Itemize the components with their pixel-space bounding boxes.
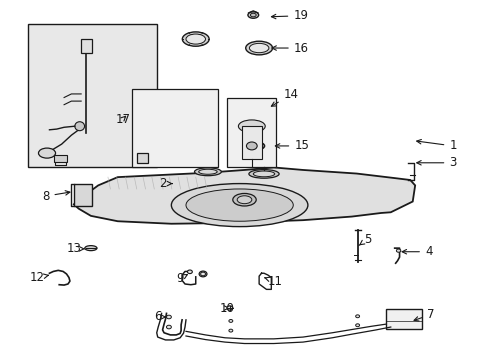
Text: 10: 10 [220,302,235,315]
Text: 2: 2 [159,177,172,190]
Ellipse shape [187,270,192,274]
Ellipse shape [249,43,268,53]
Text: 19: 19 [271,9,307,22]
Text: 15: 15 [275,139,308,152]
Bar [27,24,157,167]
Ellipse shape [39,148,56,158]
Ellipse shape [166,325,171,329]
Ellipse shape [182,32,209,46]
Ellipse shape [245,41,272,55]
Text: 5: 5 [358,233,370,246]
Ellipse shape [355,315,359,318]
Ellipse shape [355,324,359,327]
Ellipse shape [226,306,232,310]
Ellipse shape [194,168,221,176]
Ellipse shape [166,315,171,319]
Ellipse shape [248,170,279,178]
Ellipse shape [246,142,257,150]
Ellipse shape [84,246,97,251]
Ellipse shape [185,34,205,44]
Text: 7: 7 [413,308,434,321]
Bar [54,155,66,162]
Text: 13: 13 [66,242,84,255]
Text: 6: 6 [154,310,165,324]
Text: 18: 18 [188,33,203,46]
Ellipse shape [250,13,256,17]
Text: 8: 8 [42,190,70,203]
Bar [81,39,92,53]
Text: 14: 14 [271,88,298,106]
Bar [385,309,422,329]
Ellipse shape [75,122,84,131]
Polygon shape [74,167,414,224]
Ellipse shape [232,193,256,206]
Ellipse shape [199,271,206,277]
Bar [132,89,217,167]
Ellipse shape [228,319,232,322]
Ellipse shape [238,120,264,132]
Text: 9: 9 [176,272,187,285]
Bar [137,153,148,163]
Text: 12: 12 [30,271,48,284]
Text: 11: 11 [264,275,283,288]
Text: 17: 17 [115,113,130,126]
Ellipse shape [171,184,307,226]
Text: 1: 1 [416,139,456,152]
Ellipse shape [253,171,274,177]
Text: 3: 3 [416,156,456,169]
Ellipse shape [247,12,258,18]
Text: 16: 16 [271,41,308,54]
Ellipse shape [185,189,293,221]
Text: 4: 4 [401,245,431,258]
Bar [241,126,262,159]
Ellipse shape [237,196,251,204]
Ellipse shape [228,329,232,332]
Ellipse shape [200,272,205,276]
Ellipse shape [198,169,217,174]
Bar [227,98,276,167]
Bar [74,184,92,206]
Ellipse shape [396,249,400,252]
